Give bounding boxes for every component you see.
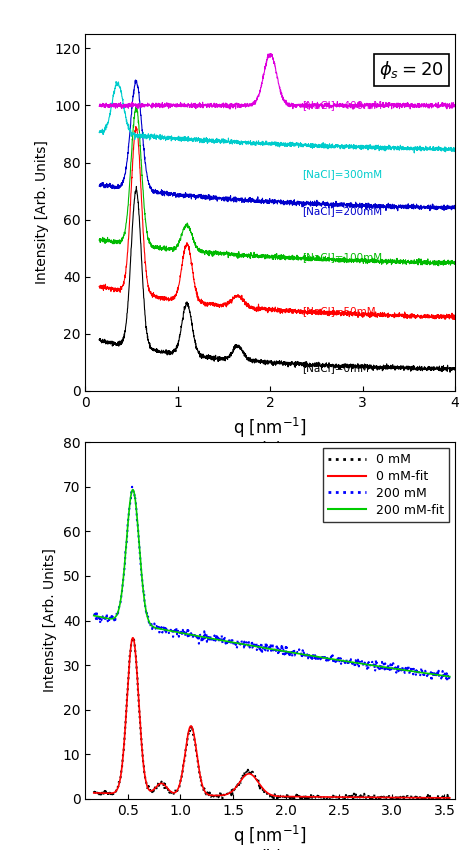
Text: (a): (a) [258, 441, 283, 459]
Text: [NaCl]=400mM: [NaCl]=400mM [302, 100, 383, 110]
Text: (b): (b) [257, 849, 283, 850]
Text: [NaCl]=300mM: [NaCl]=300mM [302, 169, 383, 179]
X-axis label: q [nm$^{-1}$]: q [nm$^{-1}$] [233, 824, 307, 847]
Text: [NaCl]=100mM: [NaCl]=100mM [302, 252, 383, 262]
Y-axis label: Intensity [Arb. Units]: Intensity [Arb. Units] [43, 548, 57, 693]
Text: [NaCl]=200mM: [NaCl]=200mM [302, 206, 383, 216]
X-axis label: q [nm$^{-1}$]: q [nm$^{-1}$] [233, 416, 307, 439]
Y-axis label: Intensity [Arb. Units]: Intensity [Arb. Units] [35, 140, 48, 285]
Text: $\phi_s = 20$: $\phi_s = 20$ [379, 59, 444, 81]
Legend: 0 mM, 0 mM-fit, 200 mM, 200 mM-fit: 0 mM, 0 mM-fit, 200 mM, 200 mM-fit [323, 448, 449, 522]
Text: [NaCl]=0mM: [NaCl]=0mM [302, 363, 370, 373]
Text: [NaCl]=50mM: [NaCl]=50mM [302, 306, 376, 316]
